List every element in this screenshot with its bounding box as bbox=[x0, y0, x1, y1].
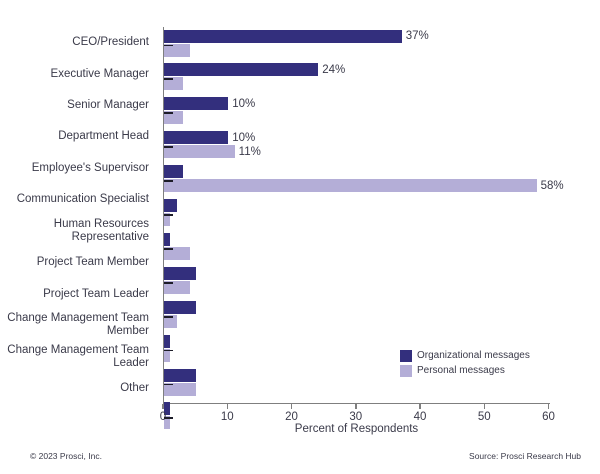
x-axis-tick-label: 50 bbox=[477, 411, 491, 423]
bar-personal bbox=[164, 348, 171, 362]
category-tick-mark bbox=[164, 315, 173, 318]
bar-organizational bbox=[164, 199, 177, 213]
bar-personal bbox=[164, 382, 197, 396]
x-axis: 0 10 20 30 40 50 60 bbox=[160, 404, 555, 434]
legend: Organizational messages Personal messages bbox=[400, 348, 530, 378]
bar-row bbox=[164, 402, 550, 433]
value-label: 58% bbox=[540, 179, 564, 192]
bar-organizational: 24% bbox=[164, 63, 345, 77]
legend-item-organizational: Organizational messages bbox=[400, 348, 530, 363]
category-label: Employee's Supervisor bbox=[31, 161, 149, 174]
legend-label: Personal messages bbox=[417, 365, 505, 376]
x-axis-tick bbox=[547, 404, 550, 409]
x-axis-tick bbox=[226, 404, 228, 409]
bar-organizational bbox=[164, 266, 197, 280]
x-axis-tick-label: 0 bbox=[159, 411, 167, 423]
bar-row bbox=[164, 266, 550, 298]
bar-personal bbox=[164, 280, 190, 294]
x-axis-tick bbox=[483, 404, 485, 409]
bar-personal bbox=[164, 213, 171, 227]
x-axis-tick bbox=[419, 404, 421, 409]
category-tick-mark bbox=[164, 146, 173, 149]
bar-row: 10% bbox=[164, 97, 550, 128]
bar-personal bbox=[164, 314, 177, 328]
bar-row bbox=[164, 334, 550, 366]
bar-personal bbox=[164, 416, 171, 430]
x-axis-tick bbox=[162, 404, 164, 409]
category-tick-mark bbox=[164, 44, 173, 47]
value-label: 10% bbox=[232, 131, 256, 144]
legend-swatch-personal bbox=[400, 364, 412, 377]
bar-organizational bbox=[164, 165, 184, 179]
x-axis-title: Percent of Respondents bbox=[294, 423, 419, 435]
category-label: Other bbox=[120, 381, 149, 394]
bar-organizational bbox=[164, 334, 171, 348]
x-axis-tick-label: 30 bbox=[349, 411, 363, 423]
category-tick-mark bbox=[164, 349, 173, 352]
bar-row bbox=[164, 368, 550, 400]
bar-organizational: 10% bbox=[164, 97, 255, 111]
category-label: Executive Manager bbox=[50, 67, 149, 80]
category-tick-mark bbox=[164, 78, 173, 81]
x-axis-tick bbox=[290, 404, 293, 409]
bar-personal: 58% bbox=[164, 179, 564, 193]
bar-personal bbox=[164, 43, 190, 57]
x-axis-tick-label: 10 bbox=[220, 411, 234, 423]
footer-source: Source: Prosci Research Hub bbox=[469, 451, 581, 461]
legend-label: Organizational messages bbox=[417, 350, 530, 361]
bar-row: 58% bbox=[164, 165, 564, 196]
bar-row bbox=[164, 199, 550, 230]
bar-personal bbox=[164, 111, 184, 125]
bar-row: 10% 11% bbox=[164, 131, 550, 162]
x-axis-tick-label: 40 bbox=[413, 411, 427, 423]
bar-row: 37% bbox=[164, 29, 550, 61]
category-label: CEO/President bbox=[72, 36, 149, 49]
category-label: Project Team Leader bbox=[43, 287, 149, 300]
bar-personal bbox=[164, 246, 190, 260]
bar-row bbox=[164, 300, 550, 332]
bar-organizational bbox=[164, 232, 171, 246]
category-tick-mark bbox=[164, 383, 173, 386]
x-axis-tick-label: 20 bbox=[285, 411, 298, 423]
x-axis-tick-label: 60 bbox=[542, 411, 555, 423]
category-label: Department Head bbox=[58, 130, 149, 143]
legend-swatch-organizational bbox=[400, 349, 412, 362]
plot-area: 37% 24% 10% 10% 11% 58% bbox=[163, 27, 564, 430]
x-axis-tick bbox=[355, 404, 357, 409]
category-label: Human Resources Representative bbox=[53, 218, 149, 244]
bar-organizational bbox=[164, 300, 197, 314]
category-label: Change Management Team Member bbox=[7, 312, 149, 338]
bar-organizational: 37% bbox=[164, 29, 429, 43]
category-label: Communication Specialist bbox=[16, 193, 149, 206]
bar-row: 24% bbox=[164, 63, 550, 94]
bar-row bbox=[164, 232, 550, 264]
category-tick-mark bbox=[164, 180, 173, 182]
category-label: Change Management Team Leader bbox=[7, 343, 149, 369]
category-tick-mark bbox=[164, 417, 173, 420]
bar-organizational: 10% bbox=[164, 131, 255, 145]
bar-organizational bbox=[164, 402, 171, 416]
bar-personal: 11% bbox=[164, 145, 261, 159]
legend-item-personal: Personal messages bbox=[400, 363, 530, 378]
value-label: 24% bbox=[322, 63, 346, 76]
category-tick-mark bbox=[164, 281, 173, 284]
category-label: Senior Manager bbox=[67, 99, 149, 112]
value-label: 10% bbox=[232, 97, 256, 110]
footer-copyright: © 2023 Prosci, Inc. bbox=[30, 451, 102, 461]
category-tick-mark bbox=[164, 214, 173, 216]
value-label: 37% bbox=[405, 30, 429, 42]
bar-personal bbox=[164, 77, 184, 91]
category-tick-mark bbox=[164, 112, 173, 115]
category-axis-labels: CEO/President Executive Manager Senior Man… bbox=[0, 27, 156, 404]
category-tick-mark bbox=[164, 247, 173, 250]
bar-organizational bbox=[164, 368, 197, 382]
category-label: Project Team Member bbox=[36, 256, 149, 269]
value-label: 11% bbox=[238, 145, 261, 158]
